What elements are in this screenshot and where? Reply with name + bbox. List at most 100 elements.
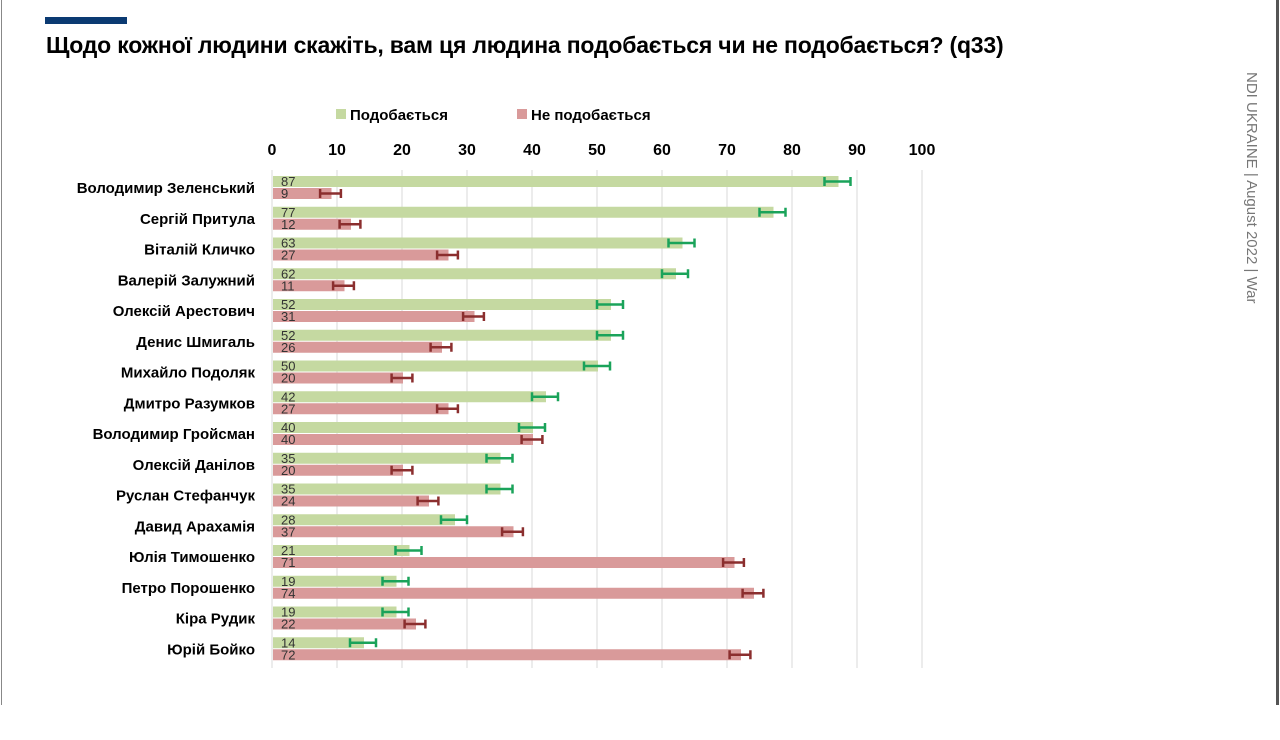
data-label: 31 bbox=[281, 309, 295, 324]
bar-dislike bbox=[273, 464, 403, 476]
x-tick-label: 60 bbox=[653, 142, 671, 159]
category-label: Денис Шмигаль bbox=[136, 334, 255, 351]
data-label: 42 bbox=[281, 389, 295, 404]
data-label: 21 bbox=[281, 543, 295, 558]
x-tick-label: 50 bbox=[588, 142, 606, 159]
category-label: Давид Арахамія bbox=[135, 518, 255, 535]
bar-like bbox=[273, 237, 683, 249]
data-label: 26 bbox=[281, 340, 295, 355]
bar-dislike bbox=[273, 526, 514, 538]
bar-dislike bbox=[273, 280, 345, 292]
bar-like bbox=[273, 422, 533, 433]
data-label: 9 bbox=[281, 186, 288, 201]
x-tick-label: 80 bbox=[783, 142, 801, 159]
slide: Щодо кожної людини скажіть, вам ця людин… bbox=[1, 0, 1279, 705]
bar-dislike bbox=[273, 649, 741, 661]
bar-like bbox=[273, 575, 397, 587]
data-label: 72 bbox=[281, 647, 295, 662]
category-label: Петро Порошенко bbox=[122, 580, 255, 597]
data-label: 40 bbox=[281, 420, 295, 435]
bar-like bbox=[273, 514, 455, 526]
bar-dislike bbox=[273, 403, 449, 415]
x-tick-label: 100 bbox=[909, 142, 936, 159]
data-label: 27 bbox=[281, 248, 295, 263]
data-label: 40 bbox=[281, 432, 295, 447]
data-label: 14 bbox=[281, 635, 295, 650]
data-label: 19 bbox=[281, 605, 295, 620]
legend-swatch bbox=[336, 109, 346, 119]
side-note: NDI UKRAINE | August 2022 | War bbox=[1242, 72, 1262, 312]
x-tick-label: 20 bbox=[393, 142, 411, 159]
data-label: 52 bbox=[281, 328, 295, 343]
data-label: 12 bbox=[281, 217, 295, 232]
category-label: Олексій Арестович bbox=[113, 303, 255, 320]
bar-like bbox=[273, 606, 397, 618]
category-label: Юрій Бойко bbox=[167, 641, 255, 658]
bar-dislike bbox=[273, 218, 351, 230]
bar-like bbox=[273, 391, 546, 403]
category-label: Валерій Залужний bbox=[118, 272, 255, 289]
data-label: 62 bbox=[281, 266, 295, 281]
category-label: Сергій Притула bbox=[140, 211, 256, 228]
category-label: Дмитро Разумков bbox=[124, 395, 255, 412]
category-label: Олексій Данілов bbox=[133, 457, 255, 474]
data-label: 19 bbox=[281, 574, 295, 589]
x-tick-label: 10 bbox=[328, 142, 346, 159]
bar-dislike bbox=[273, 618, 416, 630]
bar-dislike bbox=[273, 311, 475, 322]
data-label: 20 bbox=[281, 463, 295, 478]
bar-dislike bbox=[273, 188, 332, 199]
x-tick-label: 40 bbox=[523, 142, 541, 159]
data-label: 87 bbox=[281, 174, 295, 189]
x-tick-label: 30 bbox=[458, 142, 476, 159]
data-label: 50 bbox=[281, 359, 295, 374]
data-label: 37 bbox=[281, 524, 295, 539]
legend-swatch bbox=[517, 109, 527, 119]
bar-dislike bbox=[273, 249, 449, 261]
bar-like bbox=[273, 452, 501, 464]
bar-dislike bbox=[273, 495, 429, 507]
x-tick-label: 90 bbox=[848, 142, 866, 159]
x-tick-label: 70 bbox=[718, 142, 736, 159]
bar-like bbox=[273, 360, 598, 372]
bar-like bbox=[273, 299, 611, 310]
x-tick-label: 0 bbox=[268, 142, 277, 159]
side-note-text: NDI UKRAINE | August 2022 | War bbox=[1243, 72, 1260, 304]
data-label: 71 bbox=[281, 555, 295, 570]
category-label: Віталій Кличко bbox=[144, 242, 255, 259]
bar-like bbox=[273, 176, 839, 187]
data-label: 35 bbox=[281, 482, 295, 497]
category-label: Юлія Тимошенко bbox=[129, 549, 255, 566]
bar-like bbox=[273, 206, 774, 218]
bar-dislike bbox=[273, 372, 403, 384]
data-label: 74 bbox=[281, 586, 295, 601]
data-label: 11 bbox=[281, 278, 295, 293]
bar-like bbox=[273, 637, 364, 649]
bar-like bbox=[273, 545, 410, 556]
data-label: 63 bbox=[281, 236, 295, 251]
category-label: Володимир Гройсман bbox=[93, 426, 255, 443]
chart-title: Щодо кожної людини скажіть, вам ця людин… bbox=[46, 32, 1004, 58]
bar-dislike bbox=[273, 557, 735, 568]
legend-label: Не подобається bbox=[531, 107, 651, 124]
accent-bar bbox=[45, 17, 127, 24]
bar-chart: 0 10 20 30 40 50 60 70 80 90 100 Подобається Не подо… bbox=[77, 107, 936, 668]
data-label: 20 bbox=[281, 371, 295, 386]
data-label: 52 bbox=[281, 297, 295, 312]
bar-like bbox=[273, 483, 501, 495]
bar-like bbox=[273, 268, 676, 280]
bar-dislike bbox=[273, 434, 533, 445]
data-label: 22 bbox=[281, 617, 295, 632]
data-label: 35 bbox=[281, 451, 295, 466]
data-label: 77 bbox=[281, 205, 295, 220]
category-label: Кіра Рудик bbox=[176, 611, 256, 628]
category-label: Руслан Стефанчук bbox=[116, 488, 256, 505]
data-label: 27 bbox=[281, 401, 295, 416]
bar-dislike bbox=[273, 587, 754, 599]
category-label: Михайло Подоляк bbox=[121, 365, 256, 382]
bar-dislike bbox=[273, 341, 442, 353]
legend-label: Подобається bbox=[350, 107, 448, 124]
data-label: 28 bbox=[281, 512, 295, 527]
category-label: Володимир Зеленський bbox=[77, 180, 255, 197]
bar-like bbox=[273, 329, 611, 341]
